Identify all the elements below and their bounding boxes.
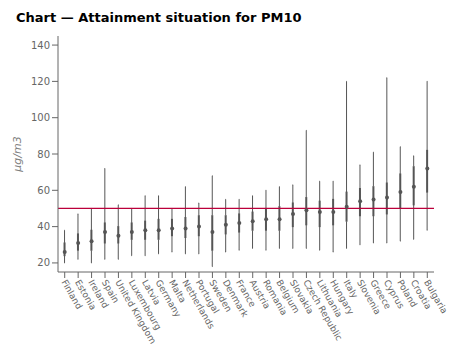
- svg-text:Slovakia: Slovakia: [287, 278, 316, 316]
- svg-text:Bulgaria: Bulgaria: [422, 278, 449, 315]
- svg-text:80: 80: [37, 149, 50, 160]
- svg-text:Malta: Malta: [166, 278, 188, 305]
- svg-text:20: 20: [37, 257, 50, 268]
- svg-text:Poland: Poland: [395, 278, 419, 309]
- svg-text:Germany: Germany: [153, 278, 183, 319]
- svg-text:Austria: Austria: [247, 278, 273, 311]
- svg-text:Latvia: Latvia: [140, 278, 163, 307]
- svg-text:Estonia: Estonia: [72, 278, 99, 312]
- svg-text:Belgium: Belgium: [274, 278, 302, 315]
- svg-text:Luxembourg: Luxembourg: [126, 278, 164, 332]
- html-text:Chart — Attainment situation f: Chart — Attainment situation for PM10: [16, 10, 302, 25]
- svg-text:Czech Republic: Czech Republic: [301, 278, 345, 343]
- svg-text:100: 100: [31, 112, 50, 123]
- svg-text:Greece: Greece: [368, 278, 394, 311]
- svg-text:Romania: Romania: [260, 278, 290, 318]
- svg-text:France: France: [234, 278, 258, 309]
- svg-text:Italy: Italy: [341, 278, 360, 300]
- svg-text:United Kingdom: United Kingdom: [113, 278, 158, 346]
- svg-text:Slovenia: Slovenia: [354, 278, 383, 317]
- svg-text:Denmark: Denmark: [220, 278, 250, 319]
- svg-text:Cyprus: Cyprus: [381, 278, 407, 311]
- svg-text:Lithuania: Lithuania: [314, 278, 345, 320]
- svg-text:Finland: Finland: [59, 278, 85, 311]
- svg-text:Spain: Spain: [99, 278, 121, 305]
- svg-text:μg/m3: μg/m3: [11, 136, 24, 172]
- svg-text:Croatia: Croatia: [408, 278, 434, 311]
- svg-text:Ireland: Ireland: [86, 278, 111, 310]
- svg-text:Hungary: Hungary: [328, 278, 356, 317]
- svg-text:Sweden: Sweden: [207, 278, 234, 314]
- svg-text:60: 60: [37, 185, 50, 196]
- svg-text:Portugal: Portugal: [193, 278, 222, 316]
- svg-text:120: 120: [31, 76, 50, 87]
- svg-text:Netherlands: Netherlands: [180, 278, 217, 331]
- svg-text:140: 140: [31, 40, 50, 51]
- svg-text:40: 40: [37, 221, 50, 232]
